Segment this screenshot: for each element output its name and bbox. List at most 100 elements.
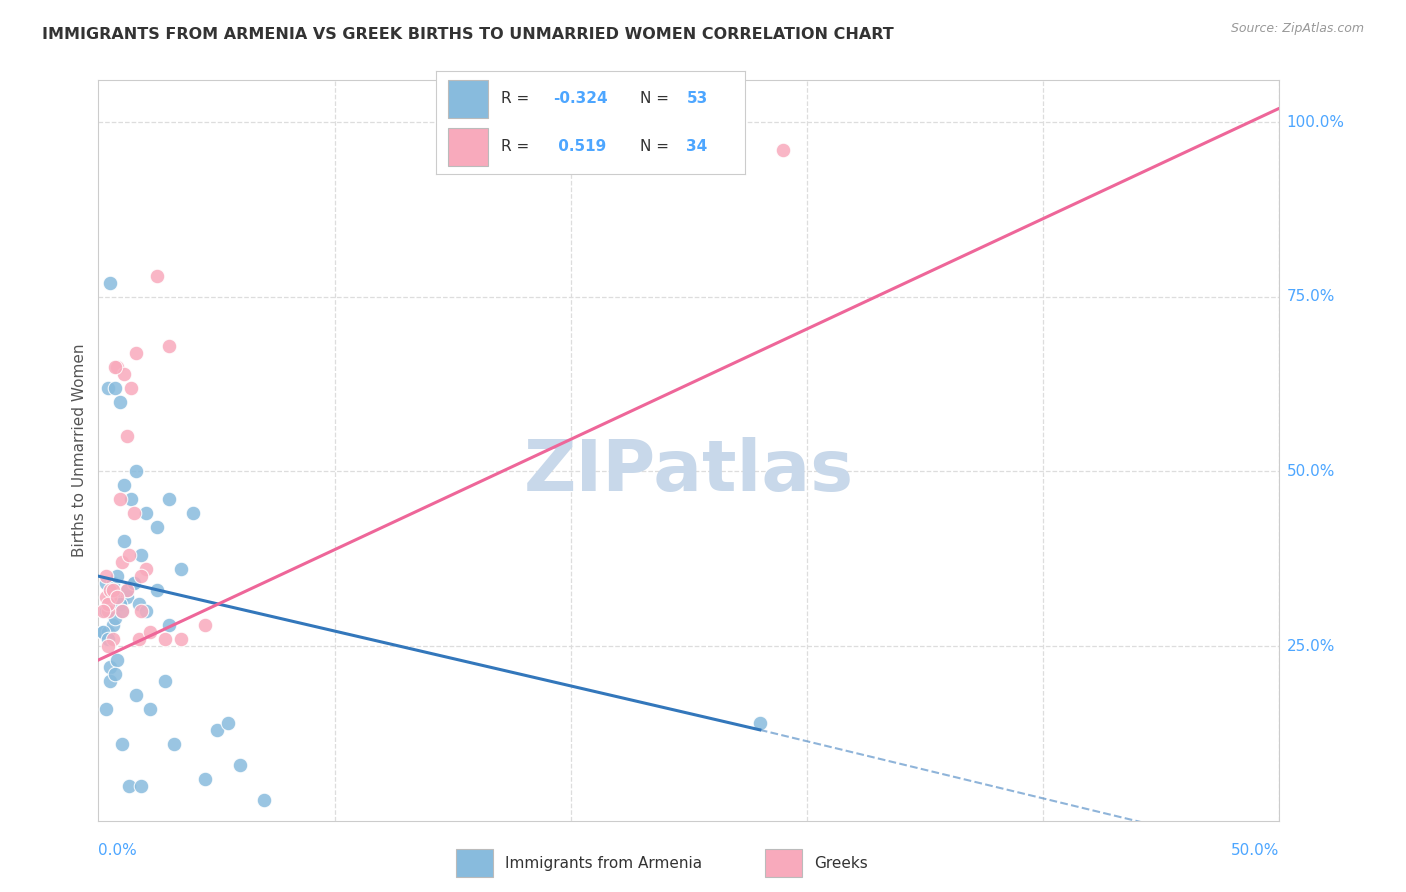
Point <box>111 604 134 618</box>
Point <box>181 506 204 520</box>
Point <box>135 562 157 576</box>
Point <box>111 737 134 751</box>
Point <box>98 660 121 674</box>
Point <box>748 715 770 730</box>
Text: 50.0%: 50.0% <box>1286 464 1334 479</box>
FancyBboxPatch shape <box>765 849 801 877</box>
Point <box>170 562 193 576</box>
Point <box>98 590 121 604</box>
Point <box>139 625 162 640</box>
FancyBboxPatch shape <box>449 128 488 166</box>
Point <box>122 576 145 591</box>
Point <box>104 667 127 681</box>
Point <box>108 597 131 611</box>
Point <box>205 723 228 737</box>
Point <box>128 597 150 611</box>
Text: 34: 34 <box>686 139 707 154</box>
Point <box>98 276 121 290</box>
Point <box>105 653 128 667</box>
Text: ZIPatlas: ZIPatlas <box>524 437 853 506</box>
Text: 50.0%: 50.0% <box>1232 843 1279 858</box>
Point <box>97 625 120 640</box>
Point <box>105 359 128 374</box>
Point <box>97 632 120 646</box>
Point <box>135 506 157 520</box>
FancyBboxPatch shape <box>456 849 492 877</box>
Point <box>129 779 152 793</box>
Point <box>97 639 120 653</box>
Text: 25.0%: 25.0% <box>1286 639 1334 654</box>
Point <box>91 604 114 618</box>
Point <box>105 590 128 604</box>
Text: R =: R = <box>501 91 534 106</box>
Point <box>217 715 239 730</box>
Text: Greeks: Greeks <box>814 855 868 871</box>
Point <box>112 534 135 549</box>
Text: N =: N = <box>640 139 673 154</box>
Point <box>118 548 141 562</box>
Point <box>98 673 121 688</box>
Text: N =: N = <box>640 91 673 106</box>
Point <box>101 618 124 632</box>
Point <box>253 793 276 807</box>
Point <box>125 464 148 478</box>
Point <box>98 583 121 598</box>
Text: 0.519: 0.519 <box>554 139 606 154</box>
Point <box>94 604 117 618</box>
Point <box>94 702 117 716</box>
Point <box>111 604 134 618</box>
Point <box>101 583 124 598</box>
Point <box>115 583 138 598</box>
Point <box>125 688 148 702</box>
Text: IMMIGRANTS FROM ARMENIA VS GREEK BIRTHS TO UNMARRIED WOMEN CORRELATION CHART: IMMIGRANTS FROM ARMENIA VS GREEK BIRTHS … <box>42 27 894 42</box>
Point <box>111 555 134 569</box>
Point <box>115 590 138 604</box>
Point <box>129 604 152 618</box>
Point <box>194 772 217 786</box>
Point <box>129 548 152 562</box>
Point <box>94 590 117 604</box>
Text: 100.0%: 100.0% <box>1286 115 1344 129</box>
Point <box>97 597 120 611</box>
Point <box>135 604 157 618</box>
Point <box>194 618 217 632</box>
Point <box>115 583 138 598</box>
Point <box>163 737 186 751</box>
Point <box>146 583 169 598</box>
FancyBboxPatch shape <box>449 79 488 118</box>
Point <box>122 576 145 591</box>
Point <box>129 569 152 583</box>
Point <box>121 381 143 395</box>
Point <box>153 632 176 646</box>
Point <box>153 673 176 688</box>
Point <box>139 702 162 716</box>
Point <box>104 359 127 374</box>
Point <box>157 339 180 353</box>
Point <box>115 429 138 443</box>
Point <box>108 394 131 409</box>
Point <box>97 604 120 618</box>
Text: Immigrants from Armenia: Immigrants from Armenia <box>505 855 702 871</box>
Point <box>104 381 127 395</box>
Point <box>146 520 169 534</box>
Point <box>91 625 114 640</box>
Point <box>94 576 117 591</box>
Point <box>121 492 143 507</box>
Point <box>108 492 131 507</box>
Point <box>157 618 180 632</box>
Point <box>101 632 124 646</box>
Text: -0.324: -0.324 <box>554 91 607 106</box>
Point <box>157 492 180 507</box>
Point <box>104 611 127 625</box>
Text: 0.0%: 0.0% <box>98 843 138 858</box>
Point <box>97 381 120 395</box>
Point <box>101 576 124 591</box>
Point <box>118 779 141 793</box>
Point <box>91 625 114 640</box>
Text: 53: 53 <box>686 91 707 106</box>
Point <box>105 569 128 583</box>
Point <box>146 268 169 283</box>
Point <box>94 569 117 583</box>
Y-axis label: Births to Unmarried Women: Births to Unmarried Women <box>72 343 87 558</box>
Point <box>229 757 252 772</box>
